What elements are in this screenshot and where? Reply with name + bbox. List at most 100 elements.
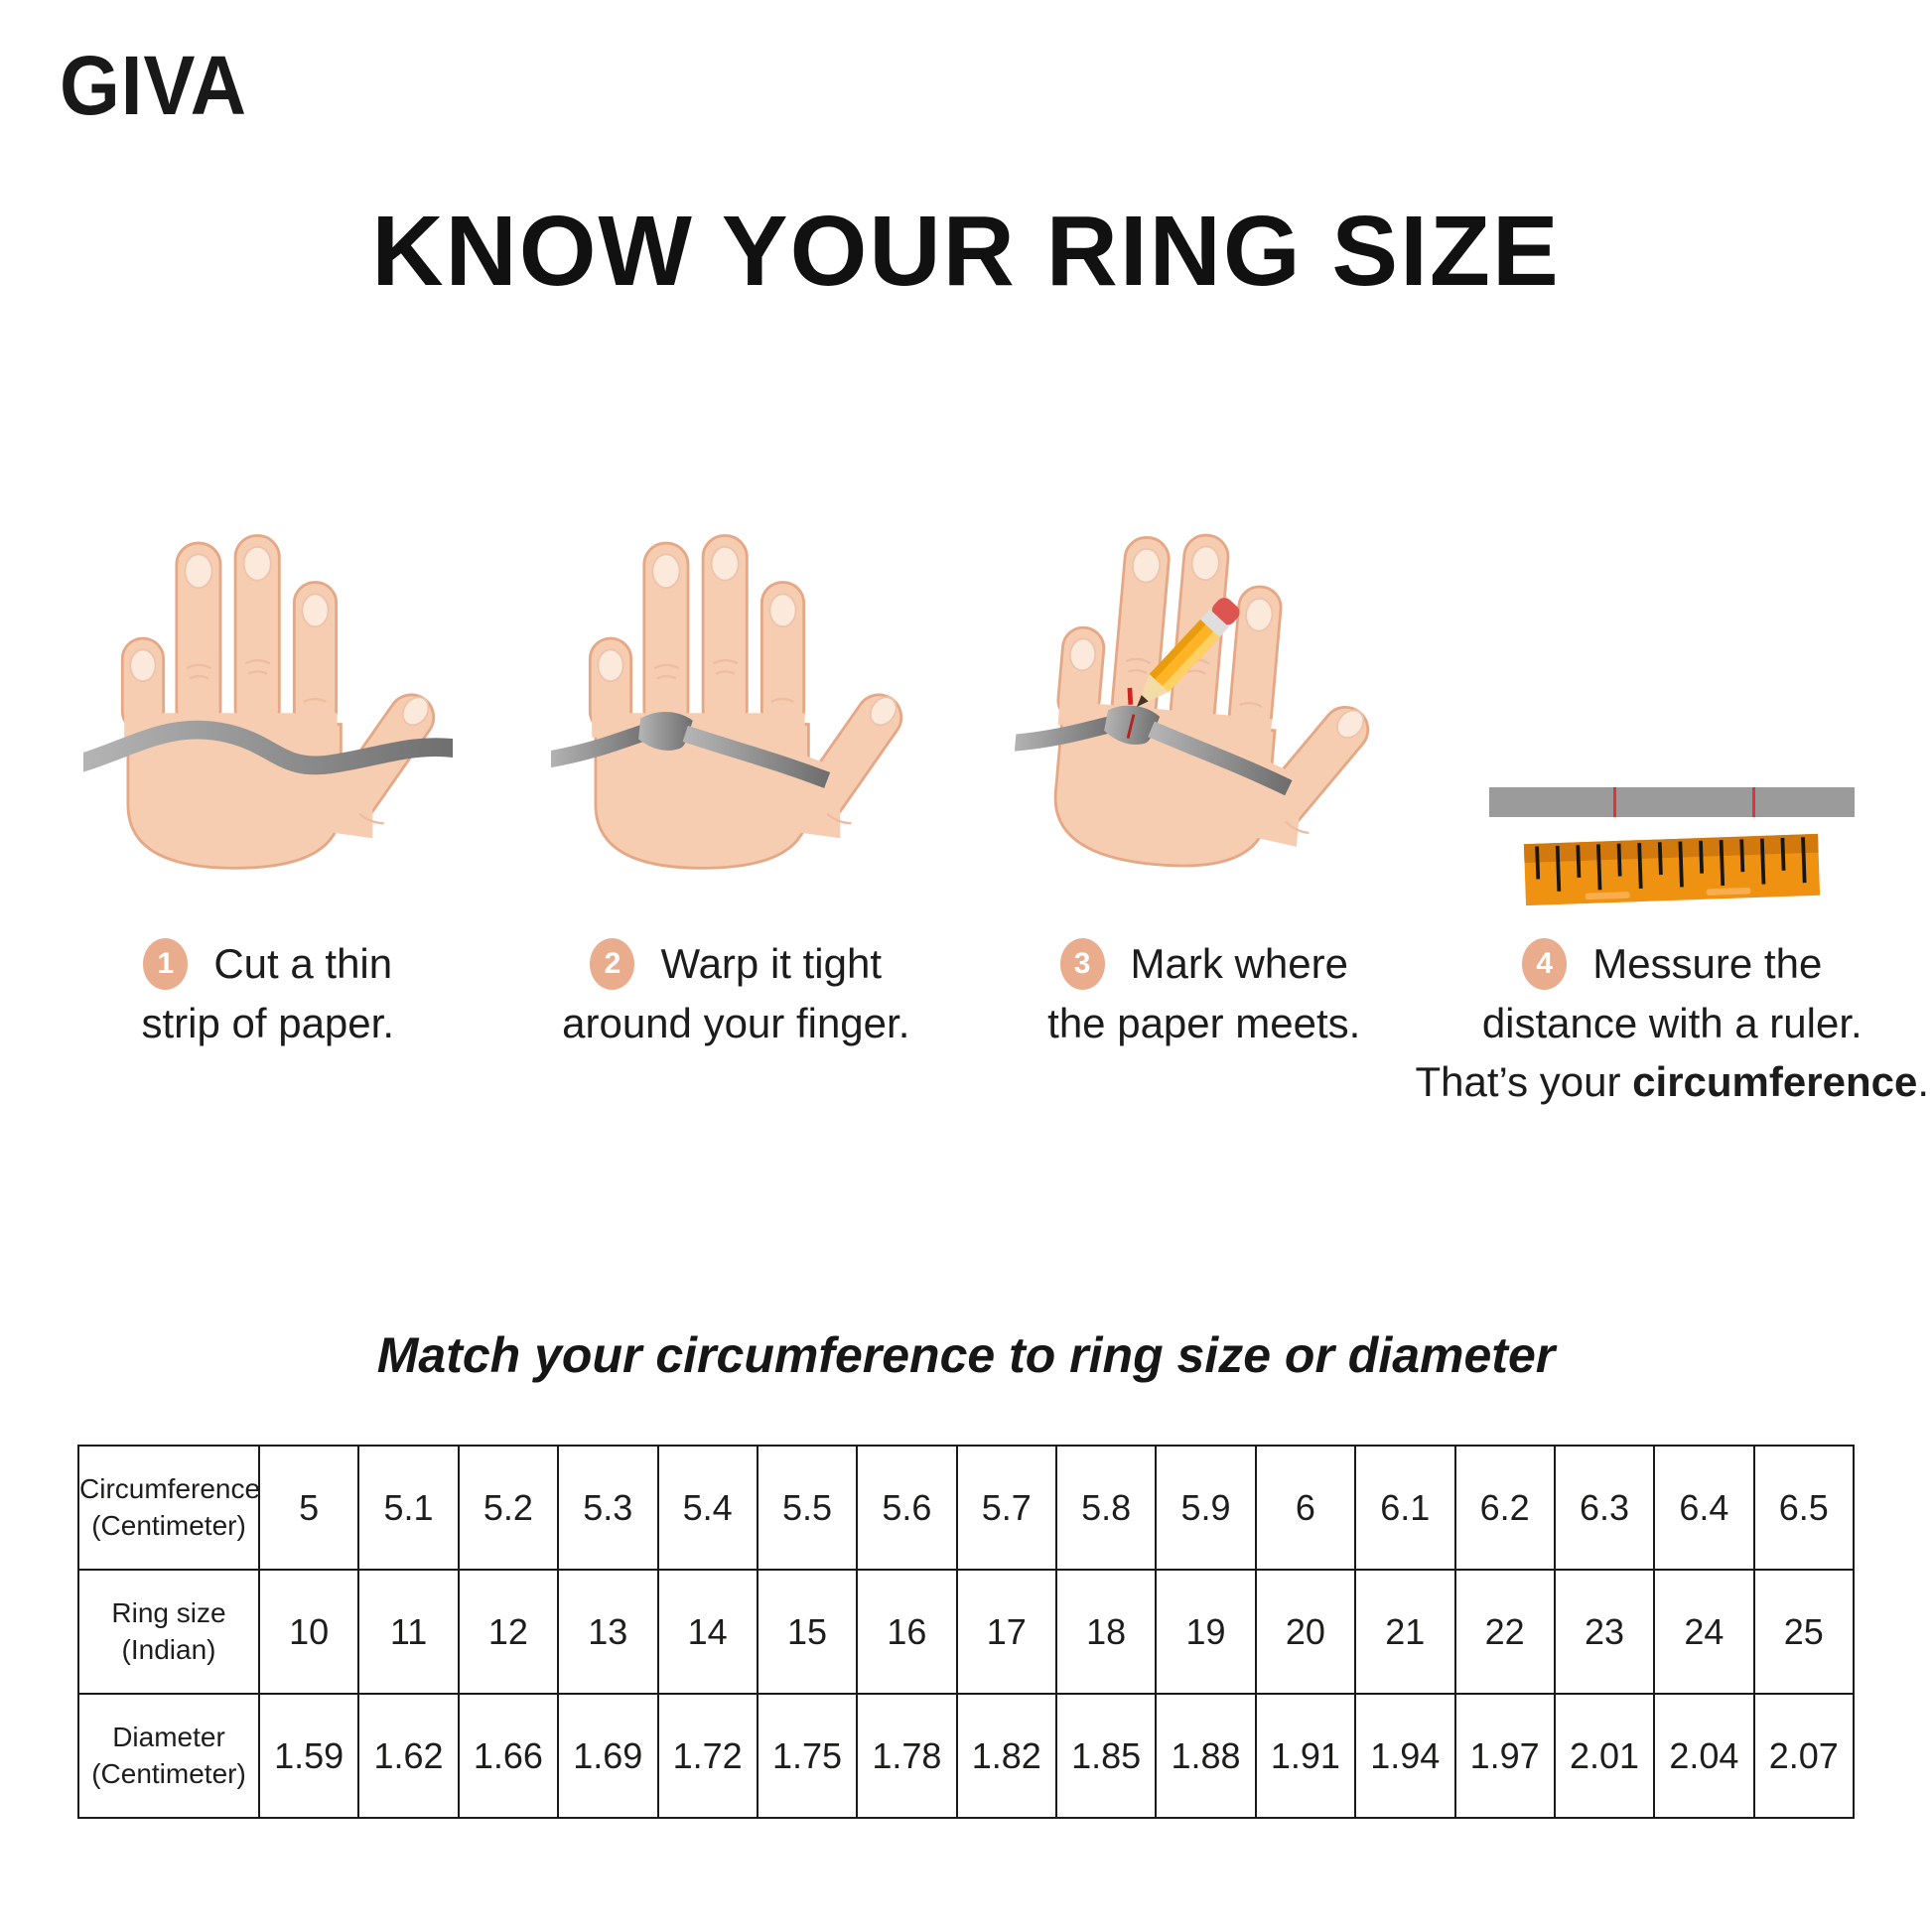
table-cell: 1.85 <box>1054 1693 1158 1819</box>
table-cell: 1.59 <box>257 1693 360 1819</box>
table-cell: 5.6 <box>856 1445 958 1571</box>
row-header-circumference: Circumference (Centimeter) <box>77 1445 260 1571</box>
hand-icon <box>589 534 912 870</box>
table-cell: 1.72 <box>656 1693 759 1819</box>
table-cell: 5.9 <box>1155 1445 1257 1571</box>
table-cell: 5.3 <box>557 1445 659 1571</box>
table-cell: 1.78 <box>856 1693 958 1819</box>
step-3-illustration <box>970 422 1439 928</box>
table-cell: 5.2 <box>457 1445 560 1571</box>
hand-paper-strip-icon <box>82 534 453 870</box>
row-header-diameter: Diameter (Centimeter) <box>77 1693 260 1819</box>
table-cell: 1.88 <box>1155 1693 1257 1819</box>
table-cell: 1.66 <box>457 1693 560 1819</box>
table-title: Match your circumference to ring size or… <box>376 1327 1556 1383</box>
table-cell: 10 <box>257 1569 360 1695</box>
giva-logo: GIVA <box>60 39 247 132</box>
step-3: 3 Mark where the paper meets. <box>970 422 1439 1112</box>
paper-wrap-icon <box>638 712 693 751</box>
table-cell: 6.5 <box>1752 1445 1856 1571</box>
step-4-line3: That’s your circumference. <box>1415 1058 1929 1106</box>
step-number-badge: 4 <box>1522 937 1568 990</box>
ruler-icon <box>1524 833 1821 906</box>
step-4: 4 Messure the distance with a ruler. Tha… <box>1416 422 1929 1112</box>
step-4-line2: distance with a ruler. <box>1481 999 1863 1046</box>
ring-size-table: Circumference (Centimeter) 5 5.1 5.2 5.3 5.4… <box>77 1445 1856 1819</box>
table-cell: 1.82 <box>955 1693 1058 1819</box>
table-cell: 24 <box>1653 1569 1755 1695</box>
table-cell: 5.1 <box>357 1445 460 1571</box>
table-cell: 23 <box>1553 1569 1656 1695</box>
marked-paper-strip-icon <box>1489 787 1856 817</box>
step-1-line2: strip of paper. <box>141 999 394 1046</box>
table-cell: 12 <box>457 1569 560 1695</box>
step-number-badge: 3 <box>1059 937 1105 990</box>
step-2: 2 Warp it tight around your finger. <box>502 422 971 1112</box>
measure-illustration <box>1439 787 1907 906</box>
step-4-caption: 4 Messure the distance with a ruler. Tha… <box>1416 934 1929 1112</box>
step-number-badge: 1 <box>143 937 189 990</box>
table-cell: 6.4 <box>1653 1445 1755 1571</box>
table-cell: 1.62 <box>357 1693 460 1819</box>
table-cell: 18 <box>1054 1569 1158 1695</box>
table-cell: 5.7 <box>955 1445 1058 1571</box>
hand-icon <box>1042 521 1394 885</box>
table-cell: 13 <box>557 1569 659 1695</box>
table-cell: 1.97 <box>1453 1693 1556 1819</box>
steps-row: 1 Cut a thin strip of paper. 2 Warp it t… <box>34 422 1929 1112</box>
table-cell: 19 <box>1155 1569 1257 1695</box>
table-cell: 14 <box>656 1569 759 1695</box>
table-cell: 2.04 <box>1653 1693 1755 1819</box>
table-cell: 21 <box>1354 1569 1456 1695</box>
table-cell: 20 <box>1254 1569 1357 1695</box>
hand-pencil-mark-icon <box>1010 521 1394 885</box>
red-mark-icon <box>1613 787 1617 817</box>
step-4-illustration <box>1439 422 1907 928</box>
hand-wrapped-strip-icon <box>551 534 912 870</box>
table-cell: 5 <box>257 1445 360 1571</box>
red-mark-icon <box>1752 787 1756 817</box>
table-row-circumference: Circumference (Centimeter) 5 5.1 5.2 5.3 5.4… <box>77 1445 1856 1571</box>
table-cell: 25 <box>1752 1569 1856 1695</box>
table-cell: 6.1 <box>1354 1445 1456 1571</box>
step-1: 1 Cut a thin strip of paper. <box>34 422 502 1112</box>
step-2-line1: Warp it tight <box>660 940 882 987</box>
step-number-badge: 2 <box>590 937 635 990</box>
table-cell: 22 <box>1453 1569 1556 1695</box>
table-cell: 5.8 <box>1054 1445 1158 1571</box>
pen-mark-icon <box>1127 687 1133 705</box>
hand-icon <box>120 534 444 870</box>
table-cell: 2.07 <box>1752 1693 1856 1819</box>
page-title: KNOW YOUR RING SIZE <box>371 196 1561 307</box>
step-1-caption: 1 Cut a thin strip of paper. <box>142 934 394 1052</box>
table-row-ring-size: Ring size (Indian) 10 11 12 13 14 15 16 17 18 19 2… <box>77 1569 1856 1695</box>
table-cell: 11 <box>357 1569 460 1695</box>
paper-strip-icon <box>82 720 453 775</box>
step-1-line1: Cut a thin <box>213 940 393 987</box>
step-2-line2: around your finger. <box>562 999 910 1046</box>
table-cell: 15 <box>756 1569 859 1695</box>
step-2-caption: 2 Warp it tight around your finger. <box>562 934 909 1052</box>
step-3-line1: Mark where <box>1130 940 1348 987</box>
step-4-line1: Messure the <box>1592 940 1823 987</box>
row-header-ring-size: Ring size (Indian) <box>77 1569 260 1695</box>
table-cell: 1.69 <box>557 1693 659 1819</box>
table-cell: 5.4 <box>656 1445 759 1571</box>
table-cell: 16 <box>856 1569 958 1695</box>
table-cell: 6.3 <box>1553 1445 1656 1571</box>
step-3-caption: 3 Mark where the paper meets. <box>1047 934 1360 1052</box>
table-cell: 1.91 <box>1254 1693 1357 1819</box>
table-cell: 6 <box>1254 1445 1357 1571</box>
table-cell: 6.2 <box>1453 1445 1556 1571</box>
step-3-line2: the paper meets. <box>1047 999 1361 1046</box>
step-1-illustration <box>34 422 502 928</box>
table-cell: 5.5 <box>756 1445 859 1571</box>
table-cell: 2.01 <box>1553 1693 1656 1819</box>
step-2-illustration <box>502 422 971 928</box>
table-cell: 1.75 <box>756 1693 859 1819</box>
table-cell: 17 <box>955 1569 1058 1695</box>
table-row-diameter: Diameter (Centimeter) 1.59 1.62 1.66 1.69 1.… <box>77 1693 1856 1819</box>
pen-mark-icon <box>1126 714 1136 739</box>
table-cell: 1.94 <box>1354 1693 1456 1819</box>
